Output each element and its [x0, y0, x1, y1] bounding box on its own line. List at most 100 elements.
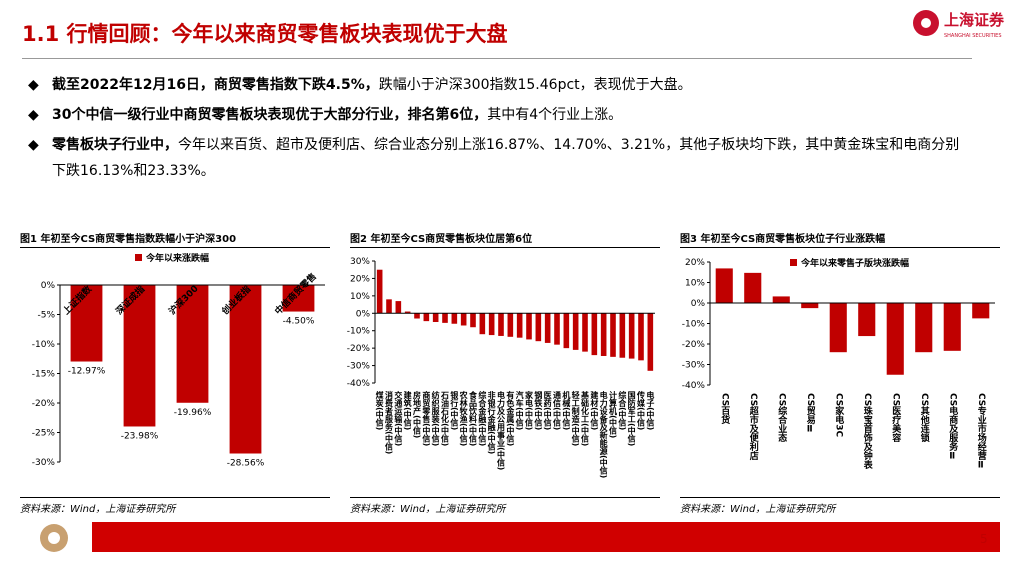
bar	[432, 313, 439, 322]
bar	[516, 313, 523, 338]
bar	[423, 313, 430, 322]
bar	[176, 285, 209, 403]
x-tick-label: 汽车(中信)	[515, 390, 524, 430]
bullet: 30个中信一级行业中商贸零售板块表现优于大部分行业，排名第6位，其中有4个行业上…	[28, 102, 978, 128]
y-tick-label: -10%	[347, 327, 371, 337]
legend-label: 今年以来涨跌幅	[145, 252, 209, 264]
footer-logo	[40, 524, 68, 552]
bar	[972, 303, 990, 319]
y-tick-label: 0%	[691, 299, 706, 309]
x-tick-label: 国防军工(中信)	[627, 390, 636, 446]
y-tick-label: -20%	[682, 340, 706, 350]
logo-sub: SHANGHAI SECURITIES	[944, 33, 1002, 39]
x-tick-label: 农林牧渔(中信)	[458, 390, 468, 446]
slide-title: 1.1 行情回顾：今年以来商贸零售板块表现优于大盘	[22, 22, 508, 46]
source: 资料来源：Wind，上海证券研究所	[680, 497, 1000, 515]
bar	[829, 303, 847, 353]
bullets: 截至2022年12月16日，商贸零售指数下跌4.5%，跌幅小于沪深300指数15…	[28, 72, 978, 188]
y-tick-label: -40%	[347, 379, 371, 389]
y-tick-label: 20%	[350, 274, 370, 284]
bold: 30个中信一级行业中商贸零售板块表现优于大部分行业，排名第6位，	[52, 107, 488, 123]
x-tick-label: 综合(中信)	[617, 390, 627, 430]
x-tick-label: CS贸易Ⅱ	[805, 393, 816, 434]
x-tick-label: 医药(中信)	[543, 391, 552, 430]
value-label: -19.96%	[174, 408, 212, 418]
bar	[460, 313, 467, 326]
chart: 0%-5%-10%-15%-20%-25%-30%今年以来涨跌幅上证指数-12.…	[32, 252, 325, 469]
bullet: 零售板块子行业中，今年以来百货、超市及便利店、综合业态分别上涨16.87%、14…	[28, 132, 962, 184]
bar	[414, 313, 420, 319]
x-tick-label: 有色金属(中信)	[505, 390, 515, 446]
bar	[376, 269, 383, 314]
y-tick-label: -30%	[682, 361, 706, 371]
chart-title: 图3 年初至今CS商贸零售板块位子行业涨跌幅	[680, 230, 1000, 248]
y-tick-label: -5%	[37, 311, 55, 321]
bar	[470, 313, 476, 328]
logo-text: 上海证券	[944, 11, 1005, 29]
page-number: 5	[980, 532, 988, 546]
x-tick-label: 消费者服务(中信)	[384, 390, 394, 454]
bar	[915, 303, 933, 353]
chart: 30% 20% 10% 0% -10% -20% -30% -40% 煤炭(中信) 消费者服务(中…	[347, 257, 655, 478]
value-label: -28.56%	[227, 459, 265, 469]
bar	[600, 313, 607, 356]
bold: 截至2022年12月16日，商贸零售指数下跌4.5%，	[52, 77, 379, 93]
y-tick-label: -30%	[347, 362, 371, 372]
rule	[22, 58, 972, 59]
y-tick-label: -15%	[32, 370, 56, 380]
bar	[451, 313, 458, 324]
x-tick-label: 计算机(中信)	[609, 390, 618, 438]
y-tick-label: -10%	[32, 340, 56, 350]
footer-bar	[92, 522, 1000, 552]
bar	[395, 301, 402, 314]
bar	[858, 303, 876, 337]
bullet: 截至2022年12月16日，商贸零售指数下跌4.5%，跌幅小于沪深300指数15…	[28, 72, 978, 98]
x-tick-label: 商贸零售(中信)	[421, 390, 431, 446]
bar	[70, 285, 103, 362]
bar	[772, 296, 790, 303]
legend-swatch	[790, 259, 797, 266]
x-tick-label: 非银行金融(中信)	[486, 390, 496, 454]
bar	[282, 285, 315, 312]
bar	[715, 268, 733, 303]
x-tick-label: 钢铁(中信)	[534, 390, 543, 430]
text: 其中有4个行业上涨。	[487, 107, 623, 123]
bar	[647, 313, 654, 371]
y-tick-label: -25%	[32, 429, 56, 439]
x-tick-label: CS电商及服务Ⅱ	[947, 393, 958, 461]
y-tick-label: 10%	[350, 292, 370, 302]
bar	[582, 313, 588, 352]
y-tick-label: -20%	[32, 399, 56, 409]
source: 资料来源：Wind，上海证券研究所	[20, 497, 330, 515]
bar	[498, 313, 504, 336]
bar	[442, 313, 448, 323]
logo-mark	[921, 18, 931, 28]
y-tick-label: -30%	[32, 458, 56, 468]
text: 跌幅小于沪深300指数15.46pct，表现优于大盘。	[378, 77, 692, 93]
bar	[479, 313, 486, 335]
x-tick-label: CS医疗美容	[890, 393, 902, 443]
chart-title: 图2 年初至今CS商贸零售板块位居第6位	[350, 230, 660, 248]
x-tick-label: 房地产(中信)	[413, 390, 422, 438]
legend-label: 今年以来零售子版块涨跌幅	[800, 257, 909, 269]
logo-mark	[48, 532, 60, 544]
bar	[572, 313, 579, 350]
x-tick-label: 建筑(中信)	[402, 390, 412, 430]
x-tick-label: 家电(中信)	[524, 390, 534, 430]
logo: 上海证券 SHANGHAI SECURITIES	[913, 10, 1005, 39]
x-tick-label: 石油石化(中信)	[441, 391, 450, 446]
bar	[507, 313, 514, 337]
x-tick-label: CS超市及便利店	[748, 393, 760, 461]
x-tick-label: 电力及公用事业(中信)	[496, 390, 506, 470]
x-tick-label: 建材(中信)	[589, 390, 599, 430]
bar	[554, 313, 560, 345]
y-tick-label: 0%	[41, 281, 56, 291]
x-tick-label: 传媒(中信)	[636, 390, 646, 430]
bold: 零售板块子行业中，	[52, 137, 178, 153]
x-tick-label: 电子(中信)	[646, 390, 655, 430]
source: 资料来源：Wind，上海证券研究所	[350, 497, 660, 515]
x-tick-label: 交通运输(中信)	[393, 390, 403, 446]
bar	[404, 311, 411, 314]
chart-title: 图1 年初至今CS商贸零售指数跌幅小于沪深300	[20, 230, 330, 248]
bar	[943, 303, 961, 351]
